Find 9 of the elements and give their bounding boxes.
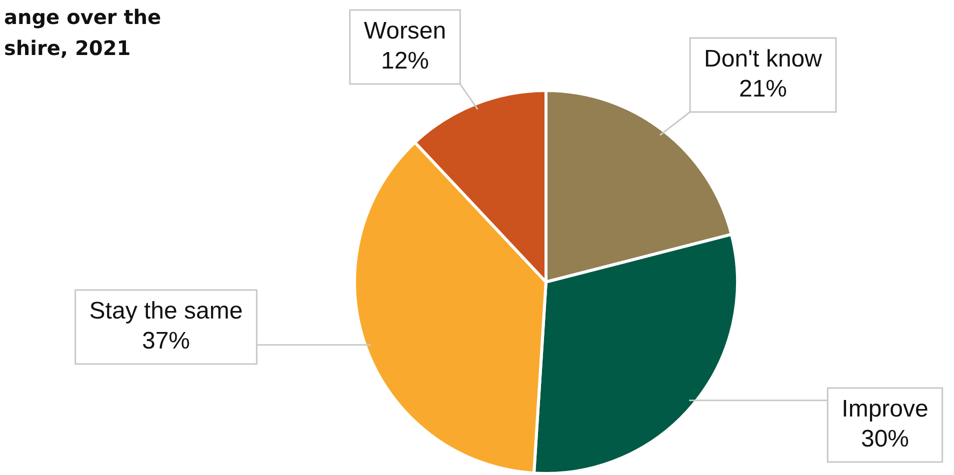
slice-label: Worsen (364, 18, 446, 45)
slice-label: Improve (842, 396, 928, 423)
data-label: 21% (738, 76, 788, 103)
data-label: 30% (860, 426, 910, 453)
data-label: 12% (380, 48, 430, 75)
slice-label: Don't know (704, 46, 823, 73)
data-label: 37% (142, 328, 190, 355)
chart-title: ange over the shire, 2021 (4, 4, 162, 62)
slice-label: Stay the same (89, 298, 243, 325)
